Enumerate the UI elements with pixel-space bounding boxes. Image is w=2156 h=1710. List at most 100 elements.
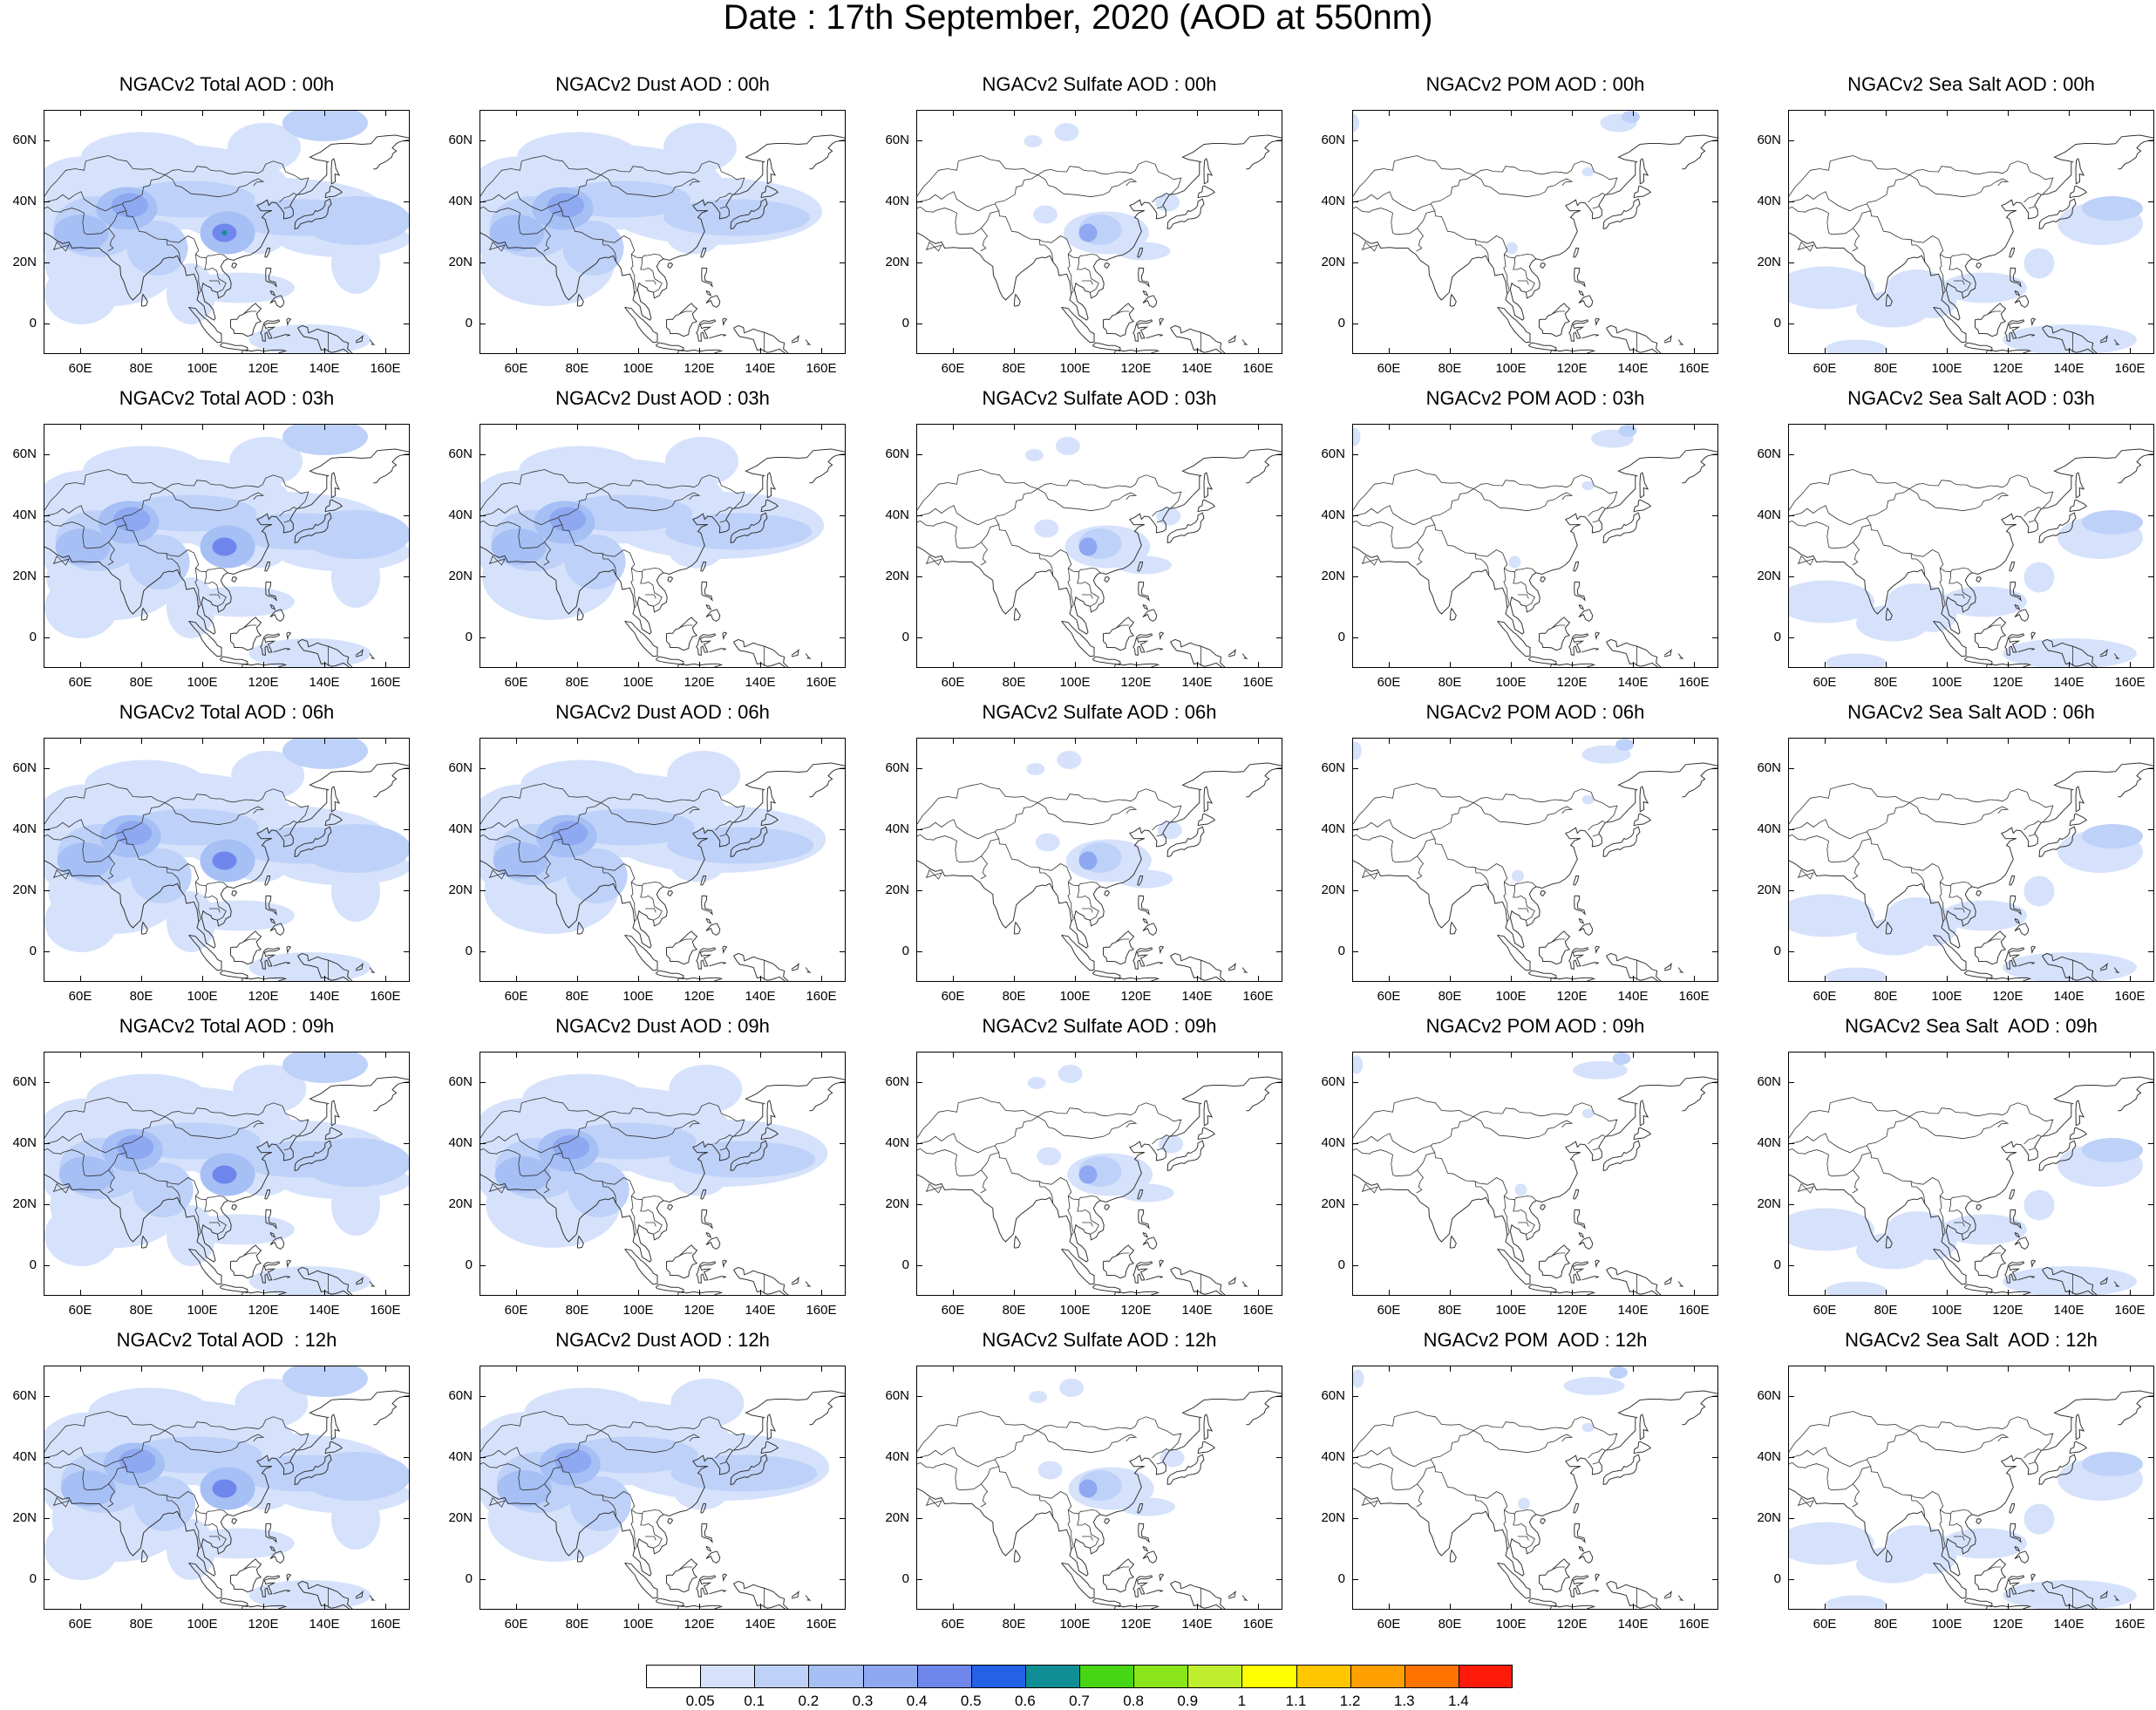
country-border — [122, 802, 166, 833]
coastline — [705, 1550, 721, 1564]
coastline — [2009, 1189, 2016, 1200]
y-tick — [916, 637, 922, 638]
coastline — [1166, 198, 1205, 229]
y-tick-label: 60N — [12, 446, 37, 461]
x-tick — [1257, 662, 1259, 668]
map-area — [479, 424, 846, 668]
x-tick — [515, 1604, 517, 1610]
country-border — [1909, 174, 2010, 198]
y-tick-label: 20N — [1757, 1196, 1781, 1211]
coastline — [297, 1580, 353, 1609]
x-tick — [637, 1366, 639, 1372]
coastline — [667, 576, 674, 583]
panel-title: NGACv2 Sea Salt AOD : 09h — [1845, 1015, 2098, 1037]
coastline — [231, 576, 238, 583]
x-tick-label: 60E — [1813, 1617, 1837, 1632]
x-tick — [820, 424, 822, 430]
map-area — [1788, 1052, 2154, 1296]
country-border — [480, 1447, 563, 1491]
x-tick-label: 60E — [68, 1303, 92, 1318]
x-tick — [1824, 1290, 1826, 1296]
country-border — [998, 1152, 1101, 1202]
coastline — [2069, 499, 2088, 513]
y-tick — [840, 950, 846, 952]
y-tick-label: 40N — [885, 1135, 909, 1150]
x-tick — [1257, 738, 1259, 744]
coastline — [2014, 1546, 2021, 1552]
coastline — [1146, 334, 1163, 339]
country-border — [1067, 1196, 1074, 1237]
coastline — [730, 826, 768, 857]
coastline — [1166, 1454, 1205, 1485]
x-tick-label: 140E — [1617, 1617, 1649, 1632]
coastline — [1166, 826, 1205, 857]
coastline — [1578, 923, 1594, 936]
panel-title: NGACv2 Sea Salt AOD : 12h — [1845, 1329, 2098, 1351]
country-border — [998, 1466, 1101, 1516]
country-border — [1353, 155, 1618, 197]
y-tick — [1352, 637, 1358, 638]
country-border — [1789, 1133, 1872, 1177]
y-tick — [1352, 262, 1358, 263]
aod-patch — [519, 446, 642, 495]
country-border — [209, 280, 221, 285]
coastline — [1574, 895, 1586, 916]
y-tick-label: 40N — [1321, 194, 1345, 208]
x-tick — [820, 348, 822, 354]
coastline — [1540, 890, 1547, 897]
coastline — [705, 290, 712, 296]
panel-title: NGACv2 POM AOD : 12h — [1423, 1329, 1648, 1351]
x-tick — [323, 110, 325, 116]
aod-patch — [566, 848, 628, 903]
y-tick — [840, 140, 846, 141]
aod-patch — [1581, 794, 1595, 805]
aod-patch — [1512, 869, 1524, 882]
x-tick-label: 160E — [806, 361, 837, 376]
coastline — [2118, 1081, 2153, 1112]
x-tick — [820, 1604, 822, 1610]
panel-title: NGACv2 Dust AOD : 06h — [555, 701, 770, 723]
coastline — [2042, 324, 2098, 353]
x-tick-label: 160E — [370, 1303, 401, 1318]
country-border — [1910, 1181, 1926, 1204]
x-tick — [1135, 738, 1137, 744]
y-tick — [2148, 950, 2154, 952]
aod-patch — [1563, 1376, 1625, 1395]
y-tick — [404, 576, 410, 577]
coastline — [1578, 609, 1594, 622]
country-border — [1067, 882, 1074, 923]
coastline — [805, 1281, 812, 1287]
x-tick-label: 60E — [504, 675, 528, 690]
x-tick — [2068, 1052, 2070, 1058]
country-border — [194, 1509, 201, 1550]
x-tick — [1196, 1604, 1198, 1610]
x-tick-label: 80E — [1002, 675, 1026, 690]
x-tick — [2007, 348, 2009, 354]
y-tick-label: 20N — [885, 569, 909, 583]
coastline — [2075, 786, 2085, 813]
aod-patch — [301, 824, 409, 873]
aod-patch — [1826, 967, 1887, 981]
coastline — [1138, 1523, 1150, 1543]
country-border — [925, 1497, 942, 1508]
country-border — [917, 819, 1000, 863]
y-tick — [1276, 262, 1282, 263]
coastline — [1353, 1390, 1717, 1577]
aod-patch — [1115, 242, 1171, 261]
country-border — [1910, 867, 1926, 890]
y-tick — [1712, 889, 1718, 891]
x-tick-label: 60E — [68, 675, 92, 690]
coastline — [1581, 334, 1599, 339]
coastline — [2075, 158, 2085, 185]
y-tick — [479, 1517, 486, 1519]
coastline — [230, 1558, 262, 1593]
coastline — [1159, 1573, 1165, 1583]
y-tick — [1276, 1456, 1282, 1458]
x-tick-label: 100E — [1059, 675, 1091, 690]
y-tick-label: 20N — [1757, 569, 1781, 583]
coastline — [1639, 158, 1649, 185]
aod-patch — [235, 1379, 309, 1427]
country-border — [719, 1148, 726, 1151]
country-border — [1553, 1566, 1566, 1570]
coastline — [1159, 945, 1165, 955]
